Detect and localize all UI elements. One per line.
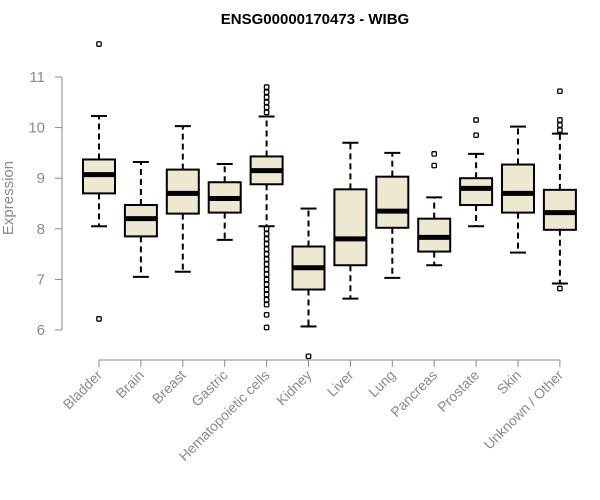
box-group	[82, 41, 116, 322]
outlier-point	[263, 84, 270, 90]
box	[459, 177, 494, 207]
outlier-point	[557, 285, 563, 292]
box-group	[123, 161, 158, 278]
box-group	[207, 163, 242, 241]
outlier-point	[263, 246, 270, 252]
outlier-point	[263, 296, 270, 303]
outlier-point	[263, 89, 270, 96]
outlier-point	[473, 132, 479, 139]
outlier-point	[263, 236, 270, 242]
box-group	[165, 125, 200, 273]
x-tick-label: Unknown / Other	[480, 367, 566, 453]
x-tick-label: Skin	[494, 367, 525, 398]
box	[333, 188, 368, 267]
outlier-point	[263, 266, 270, 273]
outlier-point	[263, 286, 270, 293]
y-tick-label: 6	[37, 322, 45, 339]
outlier-point	[263, 301, 270, 308]
outlier-point	[96, 41, 102, 47]
outlier-point	[263, 291, 270, 298]
outlier-point	[263, 311, 270, 318]
y-axis-label: Expression	[0, 161, 17, 235]
outlier-point	[263, 104, 270, 111]
box-group	[333, 141, 368, 300]
box-group	[249, 84, 284, 331]
outlier-point	[263, 94, 270, 101]
chart-title: ENSG00000170473 - WIBG	[221, 11, 409, 28]
outlier-point	[431, 162, 438, 169]
y-tick-label: 7	[37, 271, 45, 288]
y-axis: 6 7 8 9 10 11	[28, 69, 63, 339]
y-tick-label: 11	[29, 69, 45, 86]
box-group	[542, 88, 577, 292]
outlier-point	[557, 127, 563, 133]
outlier-point	[263, 241, 270, 247]
outlier-point	[263, 256, 270, 263]
box-group	[291, 207, 326, 360]
outlier-point	[263, 281, 270, 288]
outlier-point	[263, 99, 270, 106]
x-tick-label: Prostate	[434, 367, 482, 415]
x-tick-label: Kidney	[273, 367, 315, 409]
y-tick-label: 9	[37, 170, 45, 187]
outlier-point	[96, 316, 102, 322]
outlier-point	[263, 251, 270, 257]
box-group	[459, 117, 494, 228]
outlier-point	[263, 225, 270, 232]
box-series	[82, 41, 577, 360]
x-tick-label: Liver	[324, 367, 357, 400]
box	[542, 188, 577, 231]
x-tick-label: Lung	[365, 367, 398, 400]
outlier-point	[557, 88, 563, 95]
x-tick-label: Brain	[113, 367, 147, 401]
y-tick-label: 10	[28, 120, 45, 137]
x-tick-label: Breast	[149, 367, 189, 407]
box-group	[375, 151, 410, 279]
outlier-point	[557, 117, 563, 123]
box	[375, 175, 410, 229]
box	[501, 163, 535, 214]
outlier-point	[263, 261, 270, 268]
outlier-point	[557, 122, 563, 128]
x-tick-label: Bladder	[60, 367, 106, 413]
outlier-point	[431, 151, 438, 157]
outlier-point	[263, 324, 270, 331]
y-tick-label: 8	[37, 221, 45, 238]
outlier-point	[263, 276, 270, 283]
box-group	[501, 125, 535, 254]
box-group	[417, 151, 452, 267]
outlier-point	[263, 231, 270, 237]
x-tick-label: Pancreas	[387, 367, 440, 420]
outlier-point	[473, 117, 479, 123]
outlier-point	[263, 109, 270, 116]
outlier-point	[305, 353, 312, 360]
outlier-point	[263, 271, 270, 278]
